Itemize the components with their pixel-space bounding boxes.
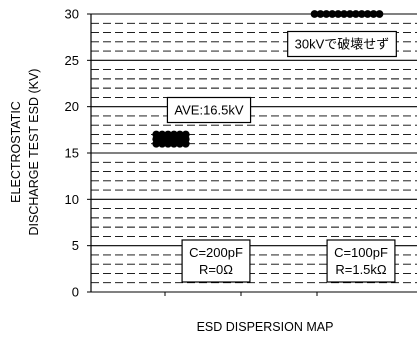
y-tick-label: 15 [65, 146, 79, 161]
x-axis-ticks [164, 292, 318, 296]
data-point [152, 139, 161, 148]
condition-label-100pf: C=100pF R=1.5kΩ [326, 239, 396, 283]
y-tick-label: 20 [65, 99, 79, 114]
condition-label-200pf: C=200pF R=0Ω [181, 239, 251, 283]
data-point [357, 10, 366, 18]
y-tick-label: 0 [72, 285, 79, 300]
data-points [152, 10, 384, 148]
y-axis-title-line-1: ELECTROSTATIC [9, 101, 23, 203]
y-tick-label: 5 [72, 238, 79, 253]
condition-label-100pf-text: R=1.5kΩ [335, 262, 387, 277]
data-point [346, 10, 354, 18]
y-tick-label: 10 [65, 192, 79, 207]
data-point [322, 10, 331, 18]
data-point [334, 10, 343, 18]
data-point [340, 10, 348, 18]
data-point [375, 10, 384, 18]
data-point [181, 139, 190, 148]
y-axis-ticks: 0 5 10 15 20 25 30 [65, 7, 91, 300]
data-point [170, 139, 178, 148]
average-label-text: AVE:16.5kV [174, 103, 243, 118]
data-point [328, 10, 337, 18]
condition-label-200pf-text: R=0Ω [199, 262, 233, 277]
data-point [369, 10, 378, 18]
data-point [351, 10, 360, 18]
y-axis-title-line-2: DISCHARGE TEST ESD (KV) [27, 69, 41, 236]
data-point [158, 139, 167, 148]
data-point [175, 139, 184, 148]
x-axis-title: ESD DISPERSION MAP [197, 320, 334, 334]
condition-label-200pf-text: C=200pF [189, 245, 243, 260]
data-point [363, 10, 372, 18]
no-breakdown-label-text: 30kVで破壊せず [295, 37, 390, 52]
grid-lines [91, 13, 417, 293]
annotations: AVE:16.5kV 30kVで破壊せず C=200pF R=0Ω C=100pF R=1… [166, 30, 397, 283]
no-breakdown-label: 30kVで破壊せず [287, 30, 397, 58]
y-tick-label: 30 [65, 7, 79, 22]
average-label: AVE:16.5kV [166, 96, 252, 124]
data-point [316, 10, 325, 18]
condition-label-100pf-text: C=100pF [334, 245, 388, 260]
data-point [310, 10, 319, 18]
data-point [164, 139, 172, 148]
y-tick-label: 25 [65, 53, 79, 68]
